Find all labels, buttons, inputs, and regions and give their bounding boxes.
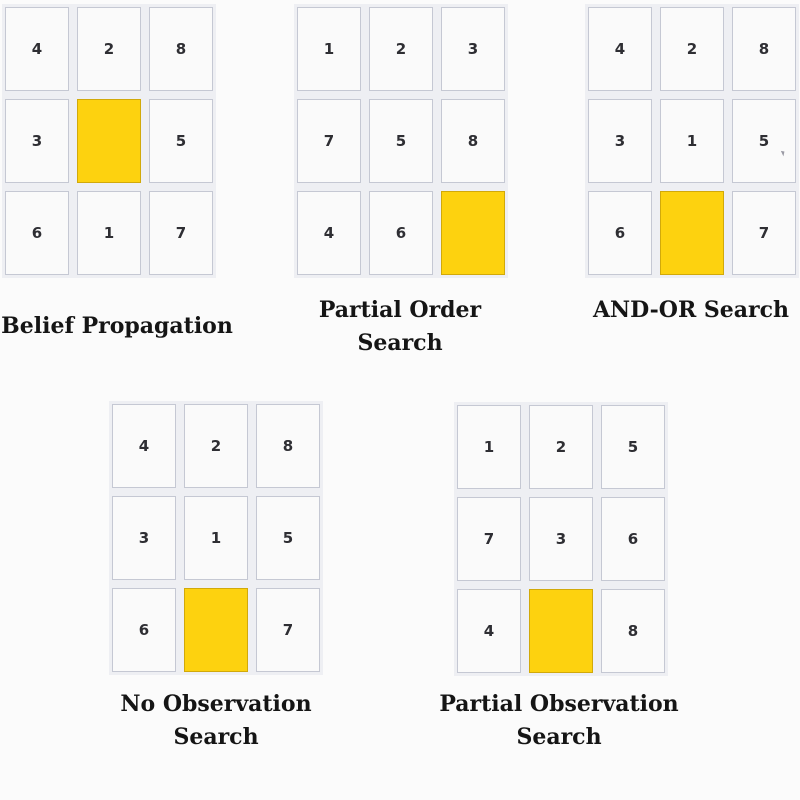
puzzle-tile: 2 [529,405,593,489]
caption-line: No Observation [120,691,312,717]
blank-tile [77,99,141,183]
caption-line: Partial Observation [439,691,679,717]
puzzle-tile: 1 [184,496,248,580]
puzzle-tile: 5 [256,496,320,580]
blank-tile [184,588,248,672]
puzzle-tile: 4 [457,589,521,673]
puzzle-tile: 1 [457,405,521,489]
puzzle-tile: 1 [77,191,141,275]
puzzle-tile: 6 [588,191,652,275]
puzzle-tile: 8 [149,7,213,91]
puzzle-tile: 6 [5,191,69,275]
panel-caption: Belief Propagation [0,310,234,343]
puzzle-tile: 5 [149,99,213,183]
puzzle-tile: 2 [184,404,248,488]
caption-line: Belief Propagation [1,313,233,339]
puzzle-tile: 8 [256,404,320,488]
puzzle-tile: 1 [297,7,361,91]
panel-caption: No Observation Search [96,688,336,754]
blank-tile [441,191,505,275]
puzzle-tile: 7 [732,191,796,275]
puzzle-tile: 8 [732,7,796,91]
blank-tile [529,589,593,673]
caption-line: Search [173,724,259,750]
puzzle-tile: 5 [732,99,796,183]
puzzle-tile: 6 [369,191,433,275]
blank-tile [660,191,724,275]
puzzle-tile: 8 [601,589,665,673]
caption-line: Partial Order [318,297,482,323]
puzzle-board: 1 2 5 7 3 6 4 8 [454,402,668,676]
panel-caption: Partial Order Search [290,294,510,360]
puzzle-tile: 7 [457,497,521,581]
puzzle-tile: 7 [256,588,320,672]
puzzle-tile: 4 [588,7,652,91]
puzzle-tile: 4 [297,191,361,275]
puzzle-tile: 2 [660,7,724,91]
puzzle-tile: 5 [601,405,665,489]
puzzle-tile: 7 [297,99,361,183]
puzzle-board: 4 2 8 3 1 5 6 7 [109,401,323,675]
caption-line: Search [357,330,443,356]
puzzle-tile: 3 [529,497,593,581]
puzzle-tile: 4 [5,7,69,91]
puzzle-tile: 6 [112,588,176,672]
puzzle-tile: 6 [601,497,665,581]
puzzle-tile: 5 [369,99,433,183]
caption-line: AND-OR Search [592,297,790,323]
puzzle-tile: 7 [149,191,213,275]
puzzle-board: 1 2 3 7 5 8 4 6 [294,4,508,278]
puzzle-tile: 3 [112,496,176,580]
puzzle-tile: 2 [77,7,141,91]
panel-caption: AND-OR Search [586,294,796,327]
puzzle-tile: 4 [112,404,176,488]
panel-caption: Partial Observation Search [420,688,698,754]
puzzle-tile: 3 [441,7,505,91]
puzzle-tile: 3 [588,99,652,183]
puzzle-board: 4 2 8 3 5 6 1 7 [2,4,216,278]
puzzle-board: 4 2 8 3 1 5 6 7 [585,4,799,278]
puzzle-tile: 1 [660,99,724,183]
puzzle-tile: 8 [441,99,505,183]
puzzle-tile: 2 [369,7,433,91]
caption-line: Search [516,724,602,750]
puzzle-tile: 3 [5,99,69,183]
